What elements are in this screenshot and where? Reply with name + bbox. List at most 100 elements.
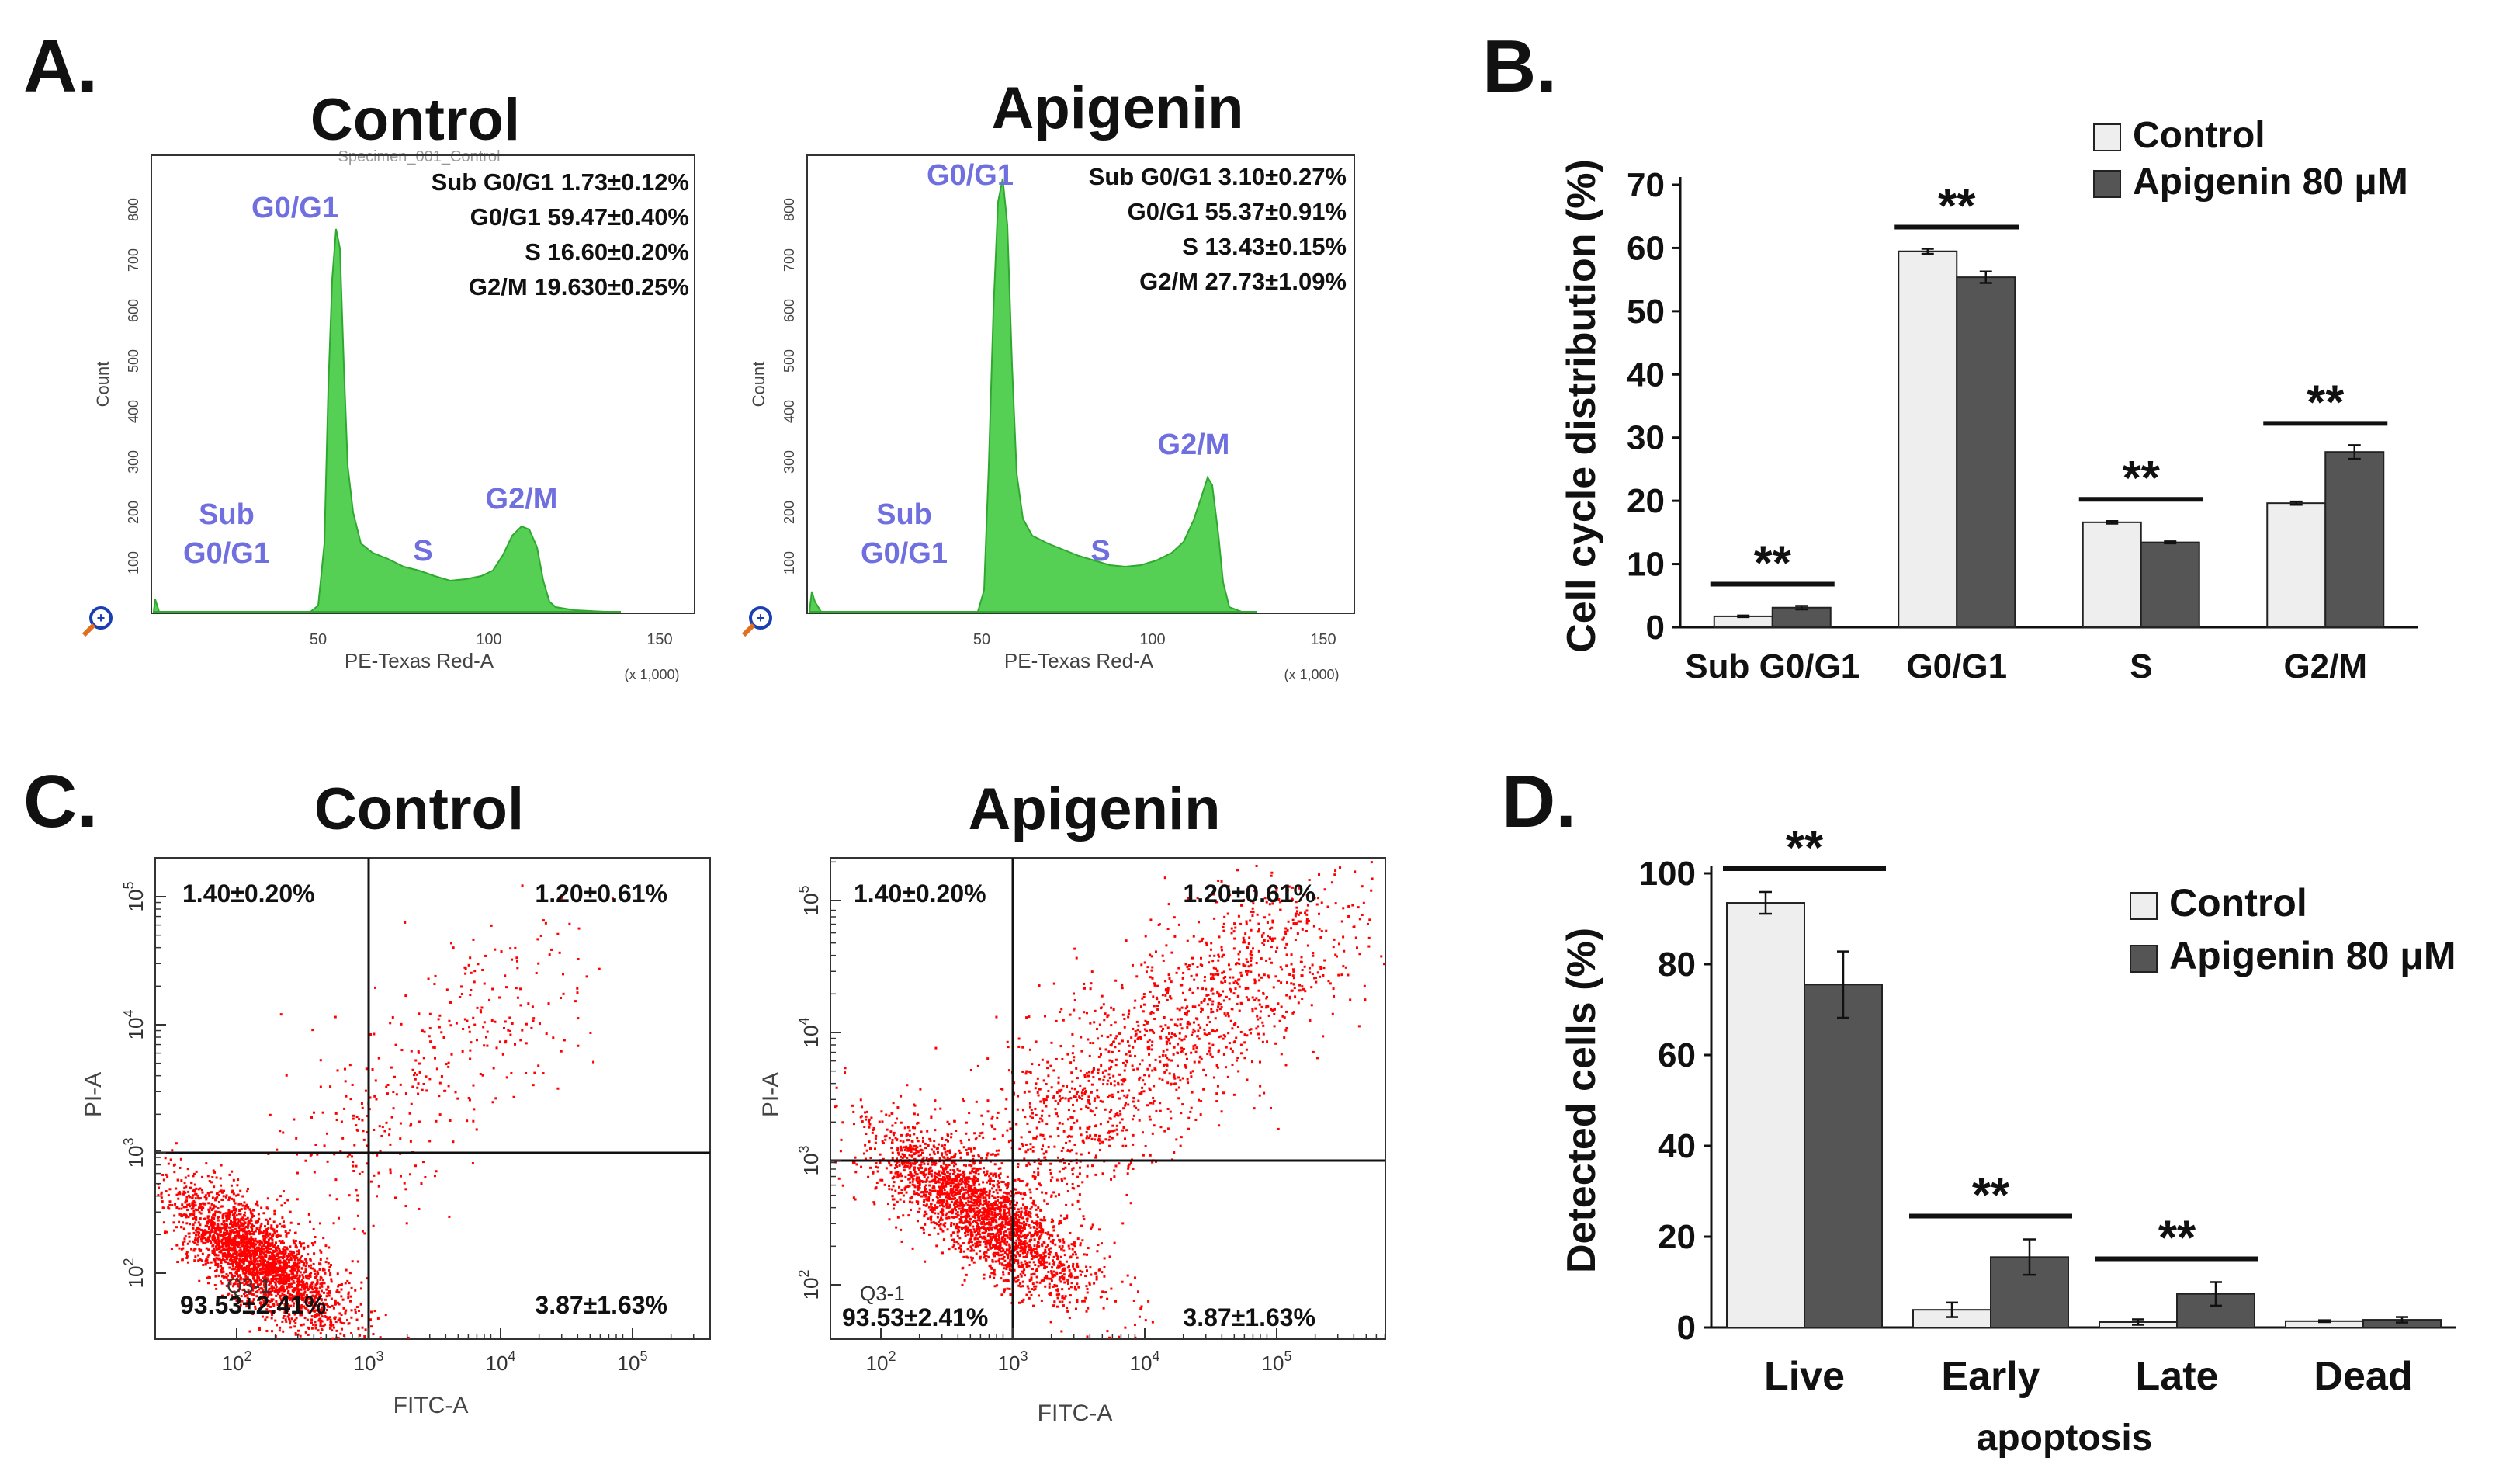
scatter-point bbox=[203, 1217, 206, 1220]
scatter-point bbox=[215, 1176, 218, 1179]
scatter-point bbox=[220, 1294, 224, 1297]
scatter-point bbox=[484, 1036, 487, 1039]
scatter-point bbox=[928, 1184, 931, 1187]
scatter-point bbox=[1019, 1282, 1022, 1285]
scatter-point bbox=[945, 1153, 948, 1156]
scatter-point bbox=[190, 1248, 193, 1251]
scatter-point bbox=[1022, 1272, 1025, 1275]
scatter-point bbox=[306, 1274, 309, 1277]
scatter-point bbox=[1058, 1262, 1061, 1265]
histogram-apigenin-xlabel: PE-Texas Red-A bbox=[1004, 649, 1154, 672]
scatter-point bbox=[969, 1234, 972, 1237]
scatter-point bbox=[380, 1134, 383, 1137]
scatter-point bbox=[258, 1228, 261, 1231]
scatter-point bbox=[268, 1267, 271, 1270]
scatter-point bbox=[179, 1166, 182, 1169]
scatter-point bbox=[932, 1209, 935, 1212]
scatter-point bbox=[183, 1182, 186, 1185]
scatter-point bbox=[209, 1206, 212, 1209]
zoom-icon[interactable]: + bbox=[81, 606, 113, 637]
scatter-point bbox=[469, 1049, 472, 1052]
scatter-point bbox=[983, 1254, 986, 1257]
scatter-point bbox=[226, 1231, 229, 1234]
scatter-point bbox=[1013, 1217, 1016, 1220]
zoom-icon[interactable]: + bbox=[741, 606, 772, 637]
scatter-point bbox=[611, 897, 614, 900]
scatter-point bbox=[293, 1274, 296, 1277]
scatter-point bbox=[1003, 1267, 1006, 1270]
scatter-point bbox=[207, 1275, 210, 1279]
scatter-point bbox=[1082, 1215, 1085, 1218]
scatter-point bbox=[254, 1272, 257, 1275]
scatter-point bbox=[989, 1264, 992, 1267]
scatter-point bbox=[1063, 1281, 1066, 1284]
scatter-point bbox=[956, 1225, 959, 1228]
scatter-point bbox=[252, 1209, 255, 1212]
scatter-point bbox=[927, 1196, 931, 1199]
scatter-point bbox=[307, 1244, 310, 1248]
scatter-point bbox=[1013, 1207, 1016, 1210]
scatter-point bbox=[466, 1119, 469, 1123]
scatter-point bbox=[967, 1213, 970, 1216]
scatter-point bbox=[267, 1293, 270, 1296]
scatter-point bbox=[238, 1288, 241, 1291]
scatter-point bbox=[323, 1268, 326, 1272]
scatter-point bbox=[944, 1178, 947, 1182]
scatter-point bbox=[1002, 1256, 1005, 1259]
scatter-point bbox=[276, 1252, 279, 1255]
scatter-point bbox=[209, 1234, 212, 1237]
scatter-point bbox=[291, 1275, 294, 1279]
scatter-point bbox=[318, 1296, 321, 1299]
scatter-point bbox=[473, 1023, 477, 1026]
scatter-point bbox=[224, 1242, 227, 1245]
scatter-point bbox=[901, 1153, 904, 1156]
scatter-point bbox=[311, 1281, 314, 1284]
scatter-point bbox=[348, 1194, 351, 1197]
scatter-point bbox=[983, 1252, 986, 1255]
scatter-point bbox=[902, 1214, 905, 1217]
scatter-point bbox=[996, 1199, 999, 1202]
scatter-point bbox=[1017, 1165, 1020, 1168]
scatter-point bbox=[956, 1213, 959, 1216]
scatter-point bbox=[219, 1259, 222, 1262]
scatter-point bbox=[385, 1121, 388, 1124]
scatter-point bbox=[263, 1286, 266, 1289]
scatter-point bbox=[986, 1235, 990, 1238]
scatter-point bbox=[237, 1232, 240, 1235]
scatter-point bbox=[1095, 1275, 1098, 1279]
scatter-point bbox=[864, 1111, 867, 1114]
scatter-point bbox=[1013, 1222, 1016, 1225]
scatter-point bbox=[234, 1256, 237, 1259]
scatter-point bbox=[246, 1259, 249, 1262]
scatter-point bbox=[891, 1157, 894, 1160]
scatter-point bbox=[229, 1230, 232, 1233]
scatter-point bbox=[197, 1259, 200, 1262]
scatter-point bbox=[256, 1275, 259, 1278]
scatter-point bbox=[262, 1244, 265, 1247]
scatter-point bbox=[286, 1255, 289, 1258]
scatter-point bbox=[258, 1226, 262, 1229]
scatter-point bbox=[221, 1234, 224, 1237]
scatter-point bbox=[256, 1200, 259, 1203]
scatter-point bbox=[1020, 1210, 1023, 1213]
scatter-point bbox=[900, 1133, 903, 1137]
scatter-point bbox=[935, 1223, 938, 1226]
scatter-point bbox=[943, 1225, 946, 1228]
scatter-point bbox=[449, 1119, 452, 1122]
scatter-point bbox=[275, 1286, 278, 1289]
scatter-point bbox=[508, 1029, 511, 1032]
scatter-point bbox=[319, 1317, 322, 1321]
scatter-point bbox=[211, 1230, 214, 1233]
scatter-point bbox=[215, 1240, 218, 1243]
scatter-point bbox=[286, 1296, 289, 1300]
scatter-point bbox=[316, 1153, 319, 1156]
scatter-point bbox=[268, 1287, 271, 1290]
scatter-point bbox=[301, 1286, 304, 1289]
scatter-point bbox=[346, 1155, 349, 1158]
scatter-point bbox=[1071, 1248, 1074, 1251]
scatter-point bbox=[331, 1329, 334, 1332]
scatter-point bbox=[323, 1315, 326, 1318]
scatter-point bbox=[303, 1317, 307, 1320]
scatter-point bbox=[282, 1254, 285, 1257]
scatter-point bbox=[1069, 1294, 1072, 1297]
